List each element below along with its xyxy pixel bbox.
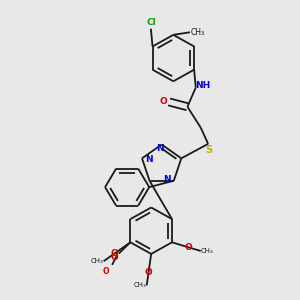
Text: N: N <box>163 175 170 184</box>
Text: O: O <box>145 268 152 277</box>
Text: NH: NH <box>196 81 211 90</box>
Text: O: O <box>159 97 167 106</box>
Text: CH₃: CH₃ <box>190 28 205 37</box>
Text: O: O <box>102 267 109 276</box>
Text: O: O <box>110 253 118 262</box>
Text: N: N <box>146 155 153 164</box>
Text: O: O <box>184 243 192 252</box>
Text: CH₃: CH₃ <box>134 282 146 288</box>
Text: S: S <box>206 145 213 155</box>
Text: CH₃: CH₃ <box>201 248 214 254</box>
Text: Cl: Cl <box>146 18 156 27</box>
Text: O: O <box>110 249 118 258</box>
Text: N: N <box>156 144 164 153</box>
Text: CH₃: CH₃ <box>91 258 103 264</box>
